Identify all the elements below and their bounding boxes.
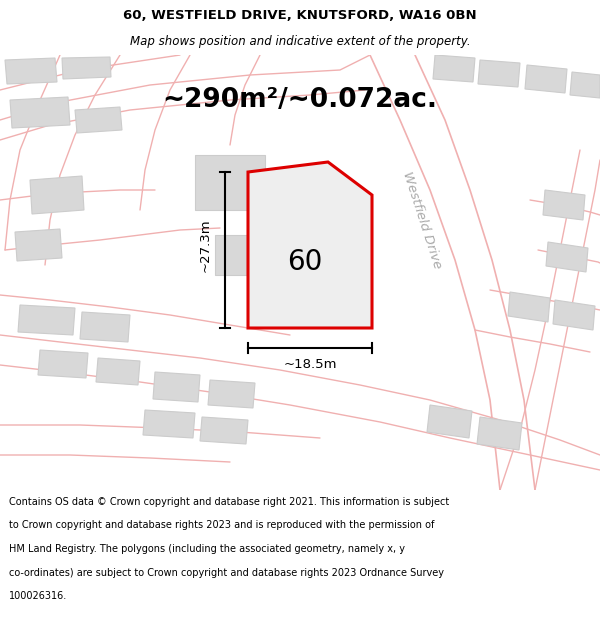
Text: Map shows position and indicative extent of the property.: Map shows position and indicative extent… [130,35,470,48]
Polygon shape [75,107,122,133]
Polygon shape [80,312,130,342]
Text: Contains OS data © Crown copyright and database right 2021. This information is : Contains OS data © Crown copyright and d… [9,497,449,507]
Polygon shape [143,410,195,438]
Polygon shape [62,57,111,79]
Text: 60, WESTFIELD DRIVE, KNUTSFORD, WA16 0BN: 60, WESTFIELD DRIVE, KNUTSFORD, WA16 0BN [123,9,477,22]
Polygon shape [508,292,550,322]
Polygon shape [570,72,600,98]
Text: to Crown copyright and database rights 2023 and is reproduced with the permissio: to Crown copyright and database rights 2… [9,521,434,531]
Text: ~27.3m: ~27.3m [199,218,212,272]
Text: ~18.5m: ~18.5m [283,357,337,371]
Polygon shape [208,380,255,408]
Polygon shape [427,405,472,438]
Polygon shape [553,300,595,330]
Polygon shape [10,97,70,128]
Text: Westfield Drive: Westfield Drive [400,170,444,270]
Polygon shape [15,229,62,261]
Polygon shape [5,58,57,84]
Polygon shape [433,55,475,82]
Polygon shape [215,235,275,275]
Polygon shape [478,60,520,87]
Polygon shape [153,372,200,402]
Polygon shape [248,162,372,328]
Text: ~290m²/~0.072ac.: ~290m²/~0.072ac. [163,87,437,113]
Polygon shape [546,242,588,272]
Text: 100026316.: 100026316. [9,591,67,601]
Polygon shape [195,155,265,210]
Text: co-ordinates) are subject to Crown copyright and database rights 2023 Ordnance S: co-ordinates) are subject to Crown copyr… [9,568,444,578]
Polygon shape [18,305,75,335]
Polygon shape [96,358,140,385]
Polygon shape [543,190,585,220]
Text: 60: 60 [287,248,323,276]
Text: HM Land Registry. The polygons (including the associated geometry, namely x, y: HM Land Registry. The polygons (includin… [9,544,405,554]
Polygon shape [525,65,567,93]
Polygon shape [30,176,84,214]
Polygon shape [477,417,522,450]
Polygon shape [38,350,88,378]
Polygon shape [200,417,248,444]
